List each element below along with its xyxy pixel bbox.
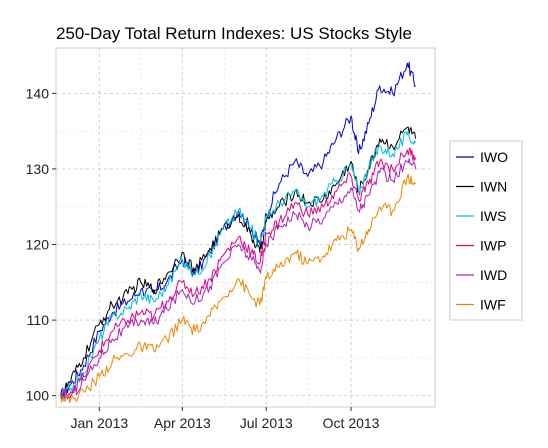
x-tick-label: Jul 2013 [240, 415, 293, 431]
minor-gridlines [56, 48, 435, 407]
legend-label-iws: IWS [480, 208, 506, 224]
legend-label-iwf: IWF [480, 297, 506, 313]
legend-label-iwd: IWD [480, 267, 507, 283]
y-tick-label: 110 [27, 312, 50, 328]
legend-label-iwp: IWP [480, 238, 506, 254]
y-tick-label: 100 [26, 388, 50, 404]
legend-box [449, 140, 523, 321]
x-tick-label: Oct 2013 [323, 415, 380, 431]
y-tick-label: 120 [26, 237, 50, 253]
series-line-iwn [60, 126, 417, 400]
legend-label-iwo: IWO [480, 149, 508, 165]
legend: IWO IWN IWS IWP IWD IWF [449, 140, 523, 321]
series-line-iwp [60, 147, 417, 400]
plot-panel [55, 47, 436, 408]
x-tick-label: Apr 2013 [154, 415, 211, 431]
series-lines [60, 61, 417, 404]
series-line-iws [60, 130, 417, 398]
y-tick-label: 140 [26, 85, 50, 101]
chart-title: 250-Day Total Return Indexes: US Stocks … [56, 24, 412, 43]
x-axis: Jan 2013 Apr 2013 Jul 2013 Oct 2013 [71, 407, 380, 431]
series-line-iwd [60, 157, 417, 402]
legend-label-iwn: IWN [480, 179, 507, 195]
y-axis: 100 110 120 130 140 [26, 85, 56, 404]
x-tick-label: Jan 2013 [71, 415, 129, 431]
series-line-iwf [60, 174, 417, 404]
y-tick-label: 130 [26, 161, 50, 177]
